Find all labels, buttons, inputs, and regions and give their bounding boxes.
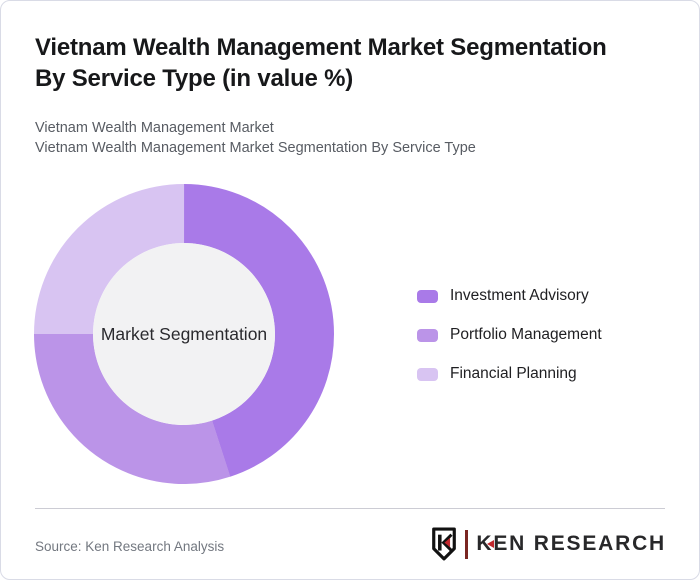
donut-segment-3: [34, 184, 334, 484]
ken-research-shield-k-icon: [430, 525, 458, 563]
subtitle-line-1: Vietnam Wealth Management Market: [35, 120, 274, 136]
title-line-1: Vietnam Wealth Management Market Segment…: [35, 34, 607, 61]
legend-label: Portfolio Management: [450, 326, 602, 343]
legend-item-financial-planning: Financial Planning: [417, 365, 602, 383]
donut-segment-2: [34, 184, 334, 484]
legend-label: Financial Planning: [450, 365, 577, 382]
logo-red-triangle-icon: [487, 540, 495, 548]
page-title: Vietnam Wealth Management Market Segment…: [35, 32, 675, 94]
ken-research-logo: K EN RESEARCH: [430, 524, 666, 564]
legend-item-portfolio-management: Portfolio Management: [417, 326, 602, 344]
source-note: Source: Ken Research Analysis: [35, 539, 225, 554]
legend-swatch-icon: [417, 289, 438, 303]
title-line-2: By Service Type (in value %): [35, 65, 354, 92]
legend-swatch-icon: [417, 328, 438, 342]
logo-text: K EN RESEARCH: [476, 532, 666, 556]
legend-label: Investment Advisory: [450, 287, 589, 304]
donut-svg: [34, 184, 334, 484]
logo-letter-k: K: [476, 532, 495, 555]
logo-separator: [465, 529, 469, 559]
chart-legend: Investment Advisory Portfolio Management…: [417, 287, 602, 404]
donut-hole: [93, 243, 275, 425]
donut-chart: Market Segmentation: [34, 184, 334, 484]
footer-divider: [35, 508, 665, 509]
logo-text-rest: EN RESEARCH: [493, 532, 666, 555]
legend-item-investment-advisory: Investment Advisory: [417, 287, 602, 305]
legend-swatch-icon: [417, 367, 438, 381]
chart-subtitle: Vietnam Wealth Management Market Vietnam…: [35, 118, 675, 158]
subtitle-line-2: Vietnam Wealth Management Market Segment…: [35, 140, 476, 156]
